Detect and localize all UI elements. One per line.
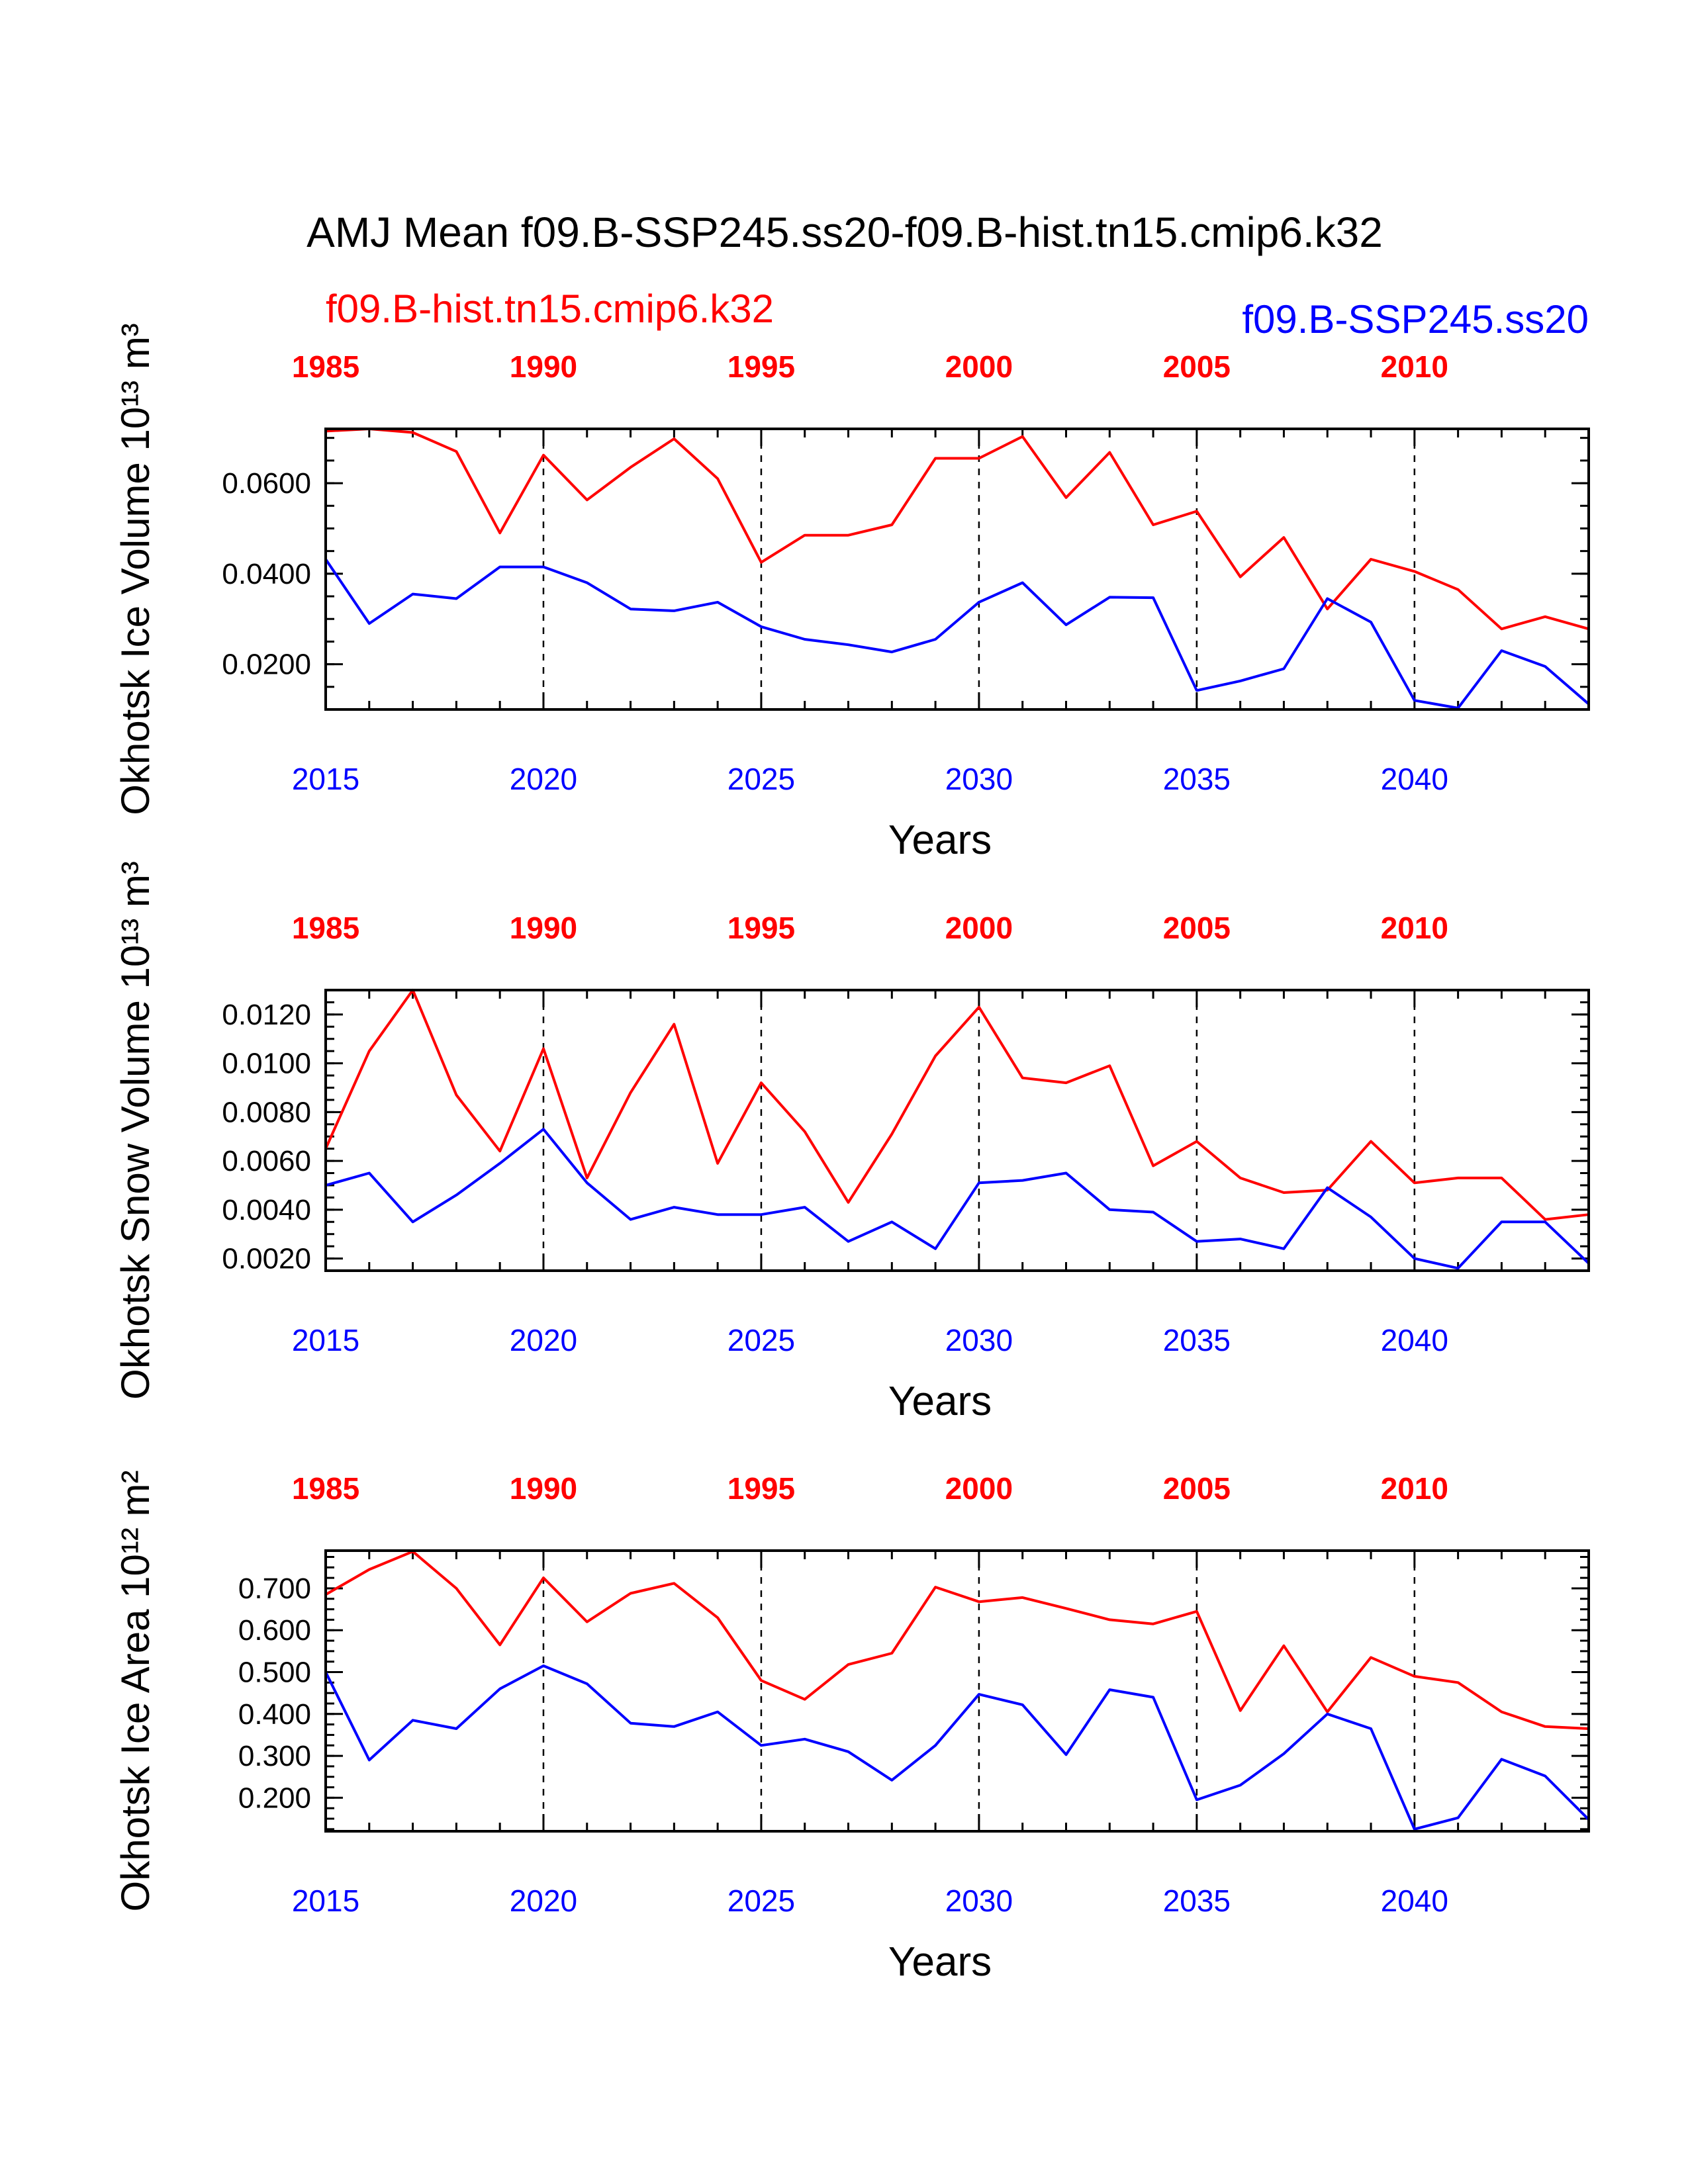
x-bottom-tick-label: 2015 (292, 1323, 359, 1357)
panel-2: 0.0020 0.0040 0.0060 0.0080 0.0100 0.0120 1985… (113, 861, 1590, 1424)
x-top-tick-label: 2010 (1381, 1471, 1448, 1506)
x-top-tick-label: 1995 (727, 349, 795, 384)
x-top-tick-label: 2000 (945, 349, 1013, 384)
plot-frame (324, 1549, 1590, 1833)
x-bottom-tick-label: 2025 (727, 1323, 795, 1357)
panel-3: 0.200 0.300 0.400 0.500 0.600 0.700 1985 1990 19… (113, 1471, 1590, 1985)
x-bottom-tick-label: 2020 (510, 1884, 577, 1918)
x-top-tick-label: 1985 (292, 349, 359, 384)
x-top-tick-label: 2010 (1381, 911, 1448, 945)
x-top-tick-label: 1990 (510, 911, 577, 945)
x-bottom-tick-label: 2020 (510, 762, 577, 796)
x-bottom-tick-label: 2030 (945, 762, 1013, 796)
plot-frame (324, 989, 1590, 1272)
x-top-tick-label: 1995 (727, 911, 795, 945)
x-top-tick-label: 1990 (510, 349, 577, 384)
x-top-tick-label: 1985 (292, 1471, 359, 1506)
x-axis-label: Years (888, 817, 992, 863)
y-tick-label: 0.200 (238, 1782, 311, 1814)
x-bottom-tick-label: 2025 (727, 1884, 795, 1918)
x-top-tick-label: 1995 (727, 1471, 795, 1506)
x-bottom-tick-label: 2040 (1381, 762, 1448, 796)
y-tick-label: 0.0060 (222, 1145, 311, 1177)
y-tick-label: 0.0400 (222, 558, 311, 590)
y-tick-label: 0.0600 (222, 467, 311, 500)
panel-1: 0.0200 0.0400 0.0600 1985 1990 1995 2000 2005 20… (113, 323, 1590, 863)
series-hist-line (325, 428, 1589, 631)
x-bottom-tick-label: 2035 (1163, 1323, 1231, 1357)
x-bottom-tick-label: 2025 (727, 762, 795, 796)
x-top-tick-label: 2005 (1163, 1471, 1231, 1506)
y-axis-label: Okhotsk Snow Volume 10¹³ m³ (113, 861, 158, 1400)
x-bottom-tick-label: 2030 (945, 1323, 1013, 1357)
x-top-tick-label: 2005 (1163, 349, 1231, 384)
y-tick-label: 0.0020 (222, 1243, 311, 1275)
x-top-tick-label: 2005 (1163, 911, 1231, 945)
series-ssp-line (324, 1664, 1590, 1831)
x-bottom-tick-label: 2035 (1163, 1884, 1231, 1918)
y-tick-label: 0.500 (238, 1657, 311, 1689)
y-tick-label: 0.0120 (222, 999, 311, 1031)
y-axis-label: Okhotsk Ice Volume 10¹³ m³ (113, 323, 158, 815)
y-tick-label: 0.0100 (222, 1048, 311, 1080)
y-tick-label: 0.0200 (222, 649, 311, 681)
x-bottom-tick-label: 2020 (510, 1323, 577, 1357)
legend-ssp-label: f09.B-SSP245.ss20 (1242, 297, 1589, 341)
x-bottom-tick-label: 2040 (1381, 1884, 1448, 1918)
y-axis-label: Okhotsk Ice Area 10¹² m² (113, 1471, 158, 1912)
series-ssp-line (324, 558, 1590, 709)
x-top-tick-label: 1985 (292, 911, 359, 945)
x-top-tick-label: 2000 (945, 1471, 1013, 1506)
x-bottom-tick-label: 2040 (1381, 1323, 1448, 1357)
y-tick-label: 0.400 (238, 1698, 311, 1731)
x-bottom-tick-label: 2035 (1163, 762, 1231, 796)
y-tick-label: 0.0040 (222, 1194, 311, 1226)
y-tick-label: 0.300 (238, 1740, 311, 1772)
x-top-tick-label: 1990 (510, 1471, 577, 1506)
x-bottom-tick-label: 2015 (292, 1884, 359, 1918)
x-bottom-tick-label: 2030 (945, 1884, 1013, 1918)
x-axis-label: Years (888, 1939, 992, 1985)
x-top-tick-label: 2000 (945, 911, 1013, 945)
series-hist-line (324, 989, 1589, 1221)
plot-frame (324, 428, 1590, 711)
series-hist-line (325, 1550, 1589, 1730)
legend-hist-label: f09.B-hist.tn15.cmip6.k32 (326, 287, 774, 331)
x-bottom-tick-label: 2015 (292, 762, 359, 796)
chart-title: AMJ Mean f09.B-SSP245.ss20-f09.B-hist.tn… (306, 208, 1383, 256)
x-axis-label: Years (888, 1379, 992, 1424)
y-tick-label: 0.600 (238, 1614, 311, 1647)
x-top-tick-label: 2010 (1381, 349, 1448, 384)
series-ssp-line (325, 1128, 1590, 1270)
y-tick-label: 0.0080 (222, 1096, 311, 1128)
y-tick-label: 0.700 (238, 1572, 311, 1605)
